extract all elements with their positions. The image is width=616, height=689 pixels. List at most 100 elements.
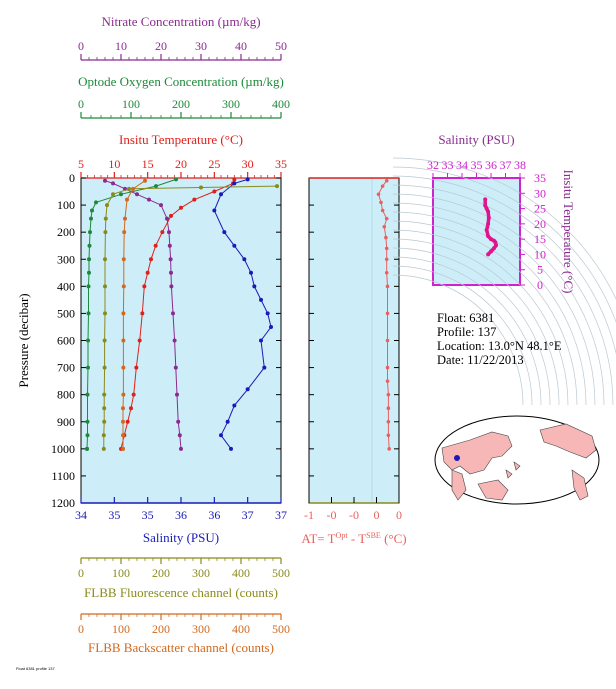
- pressure-tick-label: 300: [57, 252, 75, 266]
- fluorescence-point: [105, 203, 109, 208]
- oxygen-top-axis: 0 100 200 300 400 Optode Oxygen Concentration…: [78, 74, 290, 119]
- salinity-point: [242, 257, 247, 262]
- ts-right-tick-label: 0: [537, 278, 543, 292]
- salinity-point: [232, 243, 237, 248]
- temperature-tick-label: 20: [175, 157, 187, 171]
- temperature-top-axis: 5 10 15 20 25 30 35 Insitu Temperature (°C): [78, 132, 287, 179]
- nitrate-point: [135, 192, 139, 197]
- temperature-tick-label: 30: [242, 157, 254, 171]
- salinity-point: [245, 387, 250, 392]
- backscatter-point: [143, 178, 147, 183]
- pressure-tick-label: 1100: [51, 469, 75, 483]
- nitrate-tick-label: 40: [235, 39, 247, 53]
- ts-point: [486, 209, 491, 214]
- oxygen-point: [174, 177, 178, 182]
- globe-land: [451, 469, 467, 501]
- nitrate-axis-title: Nitrate Concentration (µm/kg): [101, 14, 260, 29]
- fluorescence-point: [103, 311, 107, 316]
- fluorescence-point: [102, 392, 107, 397]
- ts-right-tick-label: 20: [534, 217, 546, 231]
- at-point: [387, 447, 391, 451]
- nitrate-point: [111, 181, 115, 186]
- ts-point: [484, 227, 489, 232]
- at-point: [380, 184, 385, 188]
- nitrate-point: [147, 197, 151, 202]
- pressure-tick-label: 800: [57, 388, 75, 402]
- at-label-part: (°C): [381, 531, 407, 546]
- backscatter-point: [122, 230, 127, 235]
- oxygen-point: [89, 216, 93, 221]
- temperature-point: [134, 365, 139, 370]
- nitrate-point: [167, 230, 171, 235]
- nitrate-point: [169, 284, 174, 289]
- nitrate-top-axis: 0 10 20 30 40 50 Nitrate Concentration (µm/kg): [78, 14, 287, 61]
- at-point: [384, 257, 389, 262]
- oxygen-point: [87, 270, 91, 275]
- salinity-tick-label: 36: [208, 508, 220, 522]
- at-axis-title: AT= TOpt - TSBE (°C): [301, 531, 406, 546]
- ts-top-title: Salinity (PSU): [438, 132, 514, 147]
- backscatter-tick-label: 100: [112, 622, 130, 636]
- salinity-point: [229, 446, 233, 451]
- temperature-point: [179, 205, 183, 210]
- salinity-tick-label: 37: [275, 508, 287, 522]
- oxygen-point: [90, 208, 94, 213]
- at-tick-label: -1: [304, 508, 314, 522]
- temperature-point: [125, 419, 130, 424]
- at-label-part: AT= T: [301, 531, 335, 546]
- ts-top-tick-label: 37: [500, 158, 512, 172]
- salinity-tick-label: 35: [108, 508, 120, 522]
- nitrate-point: [177, 433, 182, 438]
- ts-point: [491, 246, 496, 251]
- at-tick-label: -0: [349, 508, 359, 522]
- oxygen-tick-label: 200: [172, 97, 190, 111]
- backscatter-tick-label: 200: [152, 622, 170, 636]
- globe-land: [505, 469, 513, 479]
- fluorescence-tick-label: 200: [152, 566, 170, 580]
- pressure-tick-label: 1000: [51, 442, 75, 456]
- info-location: Location: 13.0°N 48.1°E: [437, 339, 562, 353]
- at-label-superscript: Opt: [336, 531, 349, 540]
- at-point: [384, 246, 389, 251]
- nitrate-point: [172, 338, 177, 343]
- salinity-point: [245, 177, 250, 182]
- oxygen-point: [85, 419, 90, 424]
- oxygen-point: [154, 184, 158, 189]
- ts-top-tick-label: 32: [427, 158, 439, 172]
- nitrate-point: [165, 216, 169, 221]
- backscatter-point: [121, 406, 125, 411]
- nitrate-point: [169, 270, 173, 275]
- nitrate-point: [173, 365, 178, 370]
- oxygen-tick-label: 400: [272, 97, 290, 111]
- backscatter-tick-label: 0: [78, 622, 84, 636]
- ts-point: [486, 221, 491, 226]
- globe-map: [434, 415, 600, 505]
- temperature-point: [142, 284, 147, 289]
- temperature-tick-label: 35: [275, 157, 287, 171]
- fluorescence-point: [199, 185, 203, 190]
- ts-right-title: Insitu Temperature (°C): [561, 170, 576, 294]
- ts-density-contour: [392, 238, 560, 406]
- oxygen-tick-label: 0: [78, 97, 84, 111]
- salinity-point: [219, 433, 223, 438]
- pressure-tick-label: 400: [57, 279, 75, 293]
- fluorescence-point: [101, 433, 106, 438]
- temperature-point: [232, 177, 237, 182]
- ts-density-contour: [392, 193, 605, 406]
- at-tick-label: 0: [374, 508, 380, 522]
- backscatter-point: [121, 284, 126, 289]
- backscatter-point: [121, 446, 125, 451]
- nitrate-point: [167, 243, 172, 248]
- info-float: Float: 6381: [437, 311, 494, 325]
- salinity-tick-label: 35: [142, 508, 154, 522]
- fluorescence-point: [275, 184, 279, 189]
- temperature-point: [160, 230, 165, 235]
- info-profile: Profile: 137: [437, 325, 496, 339]
- salinity-tick-label: 37: [242, 508, 254, 522]
- oxygen-point: [94, 200, 98, 205]
- salinity-point: [219, 192, 223, 197]
- globe-land: [539, 423, 597, 459]
- oxygen-point: [85, 433, 90, 438]
- ts-top-tick-label: 38: [514, 158, 526, 172]
